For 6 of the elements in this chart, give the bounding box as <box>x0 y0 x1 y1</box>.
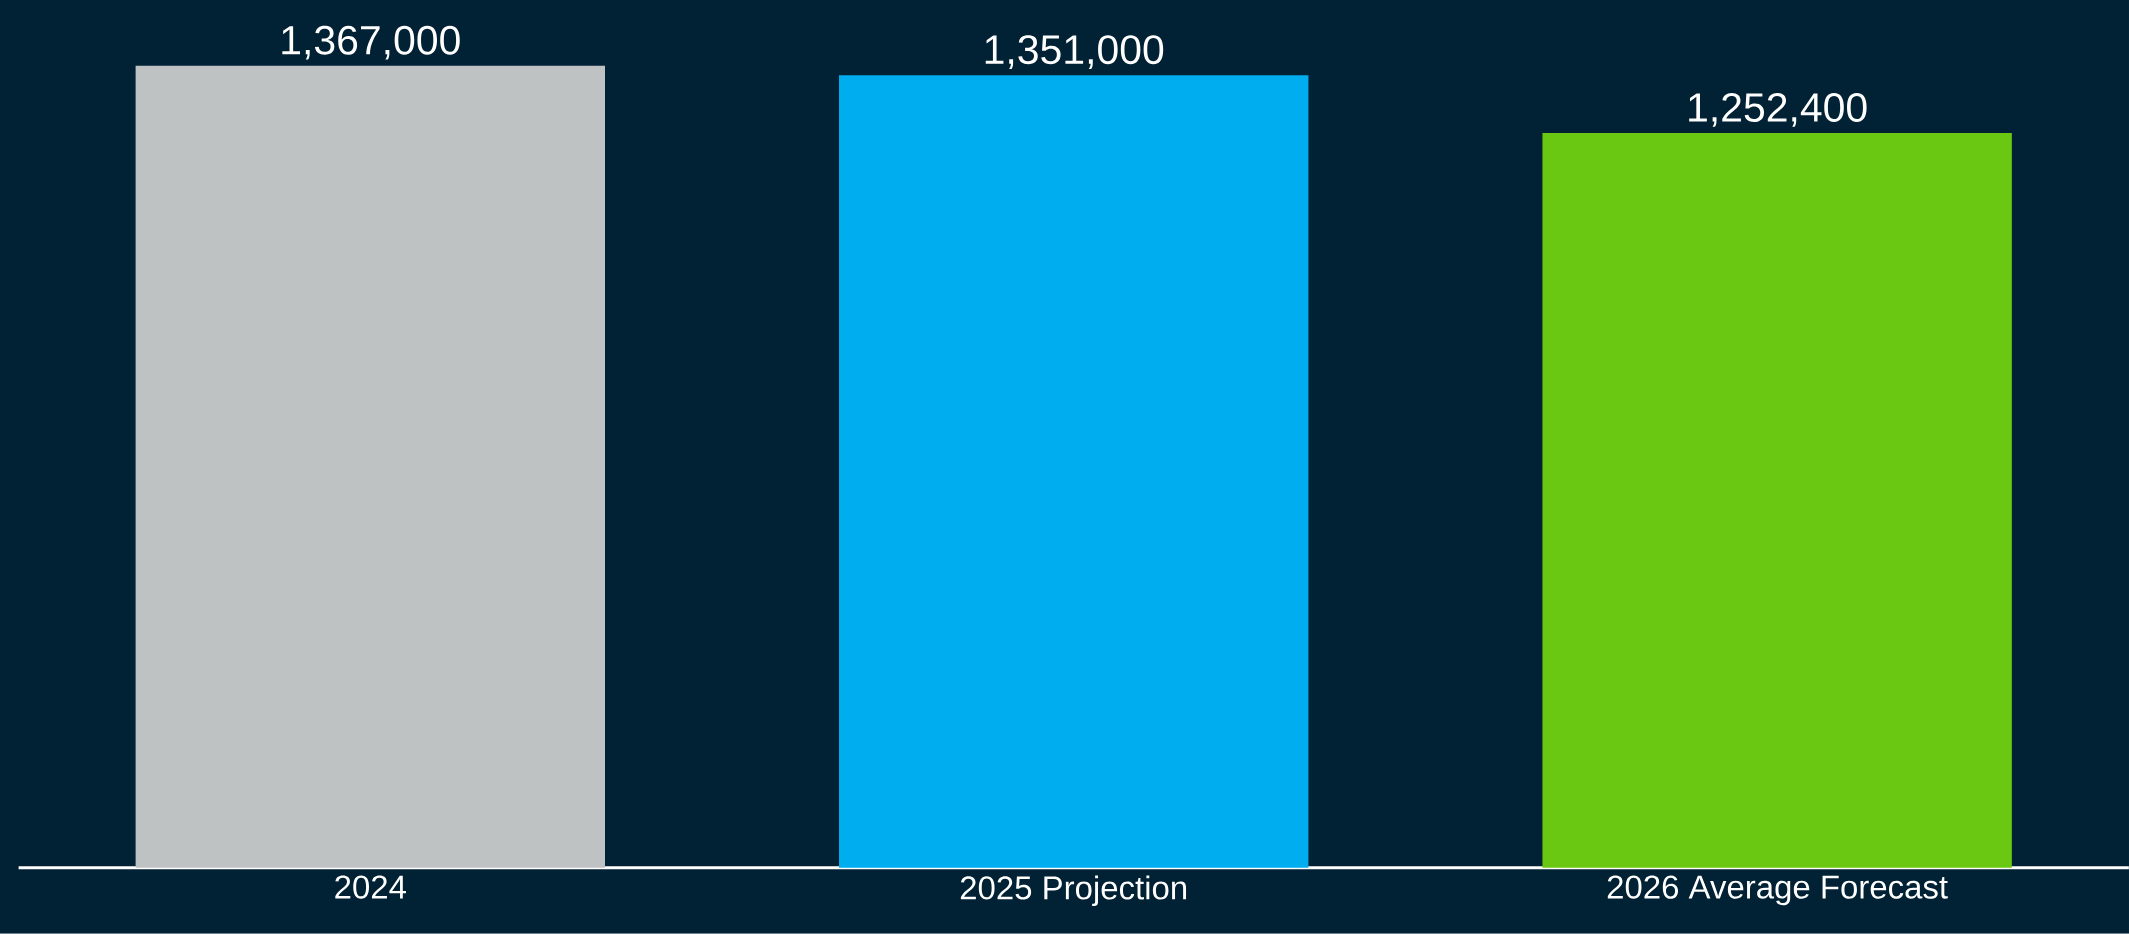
x-tick-label: 2025 Projection <box>960 875 1187 907</box>
x-tick-label: 2024 <box>335 875 406 899</box>
data-label: 1,252,400 <box>1689 93 1867 127</box>
data-label: 1,367,000 <box>282 25 460 60</box>
data-label: 1,351,000 <box>985 35 1164 70</box>
x-tick-label: 2026 Average Forecast <box>1607 875 1948 906</box>
